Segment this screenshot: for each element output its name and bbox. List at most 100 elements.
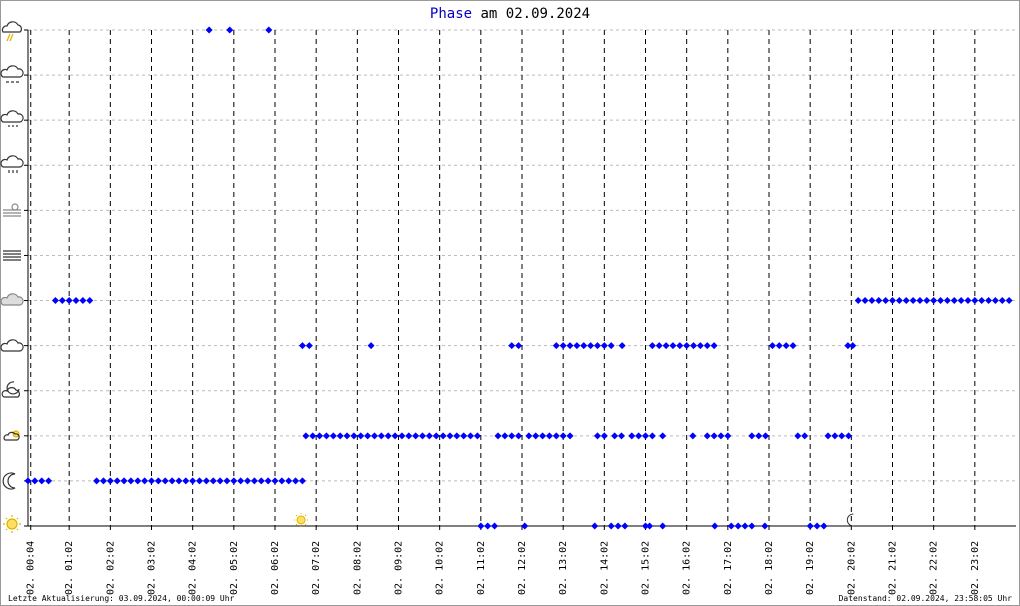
point xyxy=(494,432,502,440)
point xyxy=(86,297,94,305)
x-tick-label: 02. 13:02 xyxy=(558,541,569,595)
point xyxy=(854,297,862,305)
point xyxy=(364,432,372,440)
point xyxy=(384,432,392,440)
point xyxy=(370,432,378,440)
point xyxy=(343,432,351,440)
point xyxy=(161,477,169,485)
point xyxy=(566,342,574,350)
point xyxy=(978,297,986,305)
point xyxy=(600,432,608,440)
icon-thunder xyxy=(1,21,22,42)
point xyxy=(453,432,461,440)
point xyxy=(302,432,310,440)
point xyxy=(336,432,344,440)
point xyxy=(278,477,286,485)
point xyxy=(849,342,857,350)
point xyxy=(350,432,358,440)
point xyxy=(844,342,852,350)
point xyxy=(662,342,670,350)
point xyxy=(923,297,931,305)
point xyxy=(106,477,114,485)
point xyxy=(477,522,485,530)
point xyxy=(322,432,330,440)
point xyxy=(991,297,999,305)
point xyxy=(642,522,649,530)
x-tick-label: 02. 08:02 xyxy=(352,541,363,595)
point xyxy=(580,342,588,350)
point xyxy=(930,297,938,305)
x-tick-label: 02. 15:02 xyxy=(641,541,652,595)
point xyxy=(868,297,876,305)
point xyxy=(916,297,924,305)
point xyxy=(600,342,608,350)
point xyxy=(31,477,39,485)
x-tick-label: 02. 22:02 xyxy=(929,541,940,595)
point xyxy=(298,477,306,485)
point xyxy=(882,297,890,305)
point xyxy=(473,432,481,440)
point xyxy=(838,432,846,440)
x-tick-label: 02. 01:02 xyxy=(64,541,75,595)
icon-fog-sun xyxy=(3,203,21,217)
x-tick-label: 02. 02:02 xyxy=(105,541,116,595)
point xyxy=(405,432,413,440)
point xyxy=(875,297,883,305)
point xyxy=(761,522,769,530)
point xyxy=(264,477,272,485)
x-tick-label: 02. 06:02 xyxy=(270,541,281,595)
point xyxy=(223,477,231,485)
sunset-marker xyxy=(846,513,854,527)
title-highlight: Phase xyxy=(430,6,472,22)
point xyxy=(573,342,581,350)
point xyxy=(950,297,958,305)
point xyxy=(79,297,87,305)
point xyxy=(154,477,162,485)
point xyxy=(703,342,711,350)
point xyxy=(412,432,420,440)
point xyxy=(521,522,529,530)
icon-drizzle xyxy=(0,155,24,173)
point xyxy=(618,342,626,350)
point xyxy=(329,432,337,440)
point xyxy=(614,522,622,530)
x-tick-label: 02. 05:02 xyxy=(229,541,240,595)
x-tick-label: 02. 23:02 xyxy=(970,541,981,595)
point xyxy=(646,522,654,530)
point xyxy=(501,432,509,440)
x-tick-label: 02. 04:02 xyxy=(188,541,199,595)
point xyxy=(741,522,749,530)
x-tick-label: 02. 00:04 xyxy=(26,541,37,595)
point xyxy=(806,522,814,530)
point xyxy=(621,522,629,530)
x-tick-label: 02. 18:02 xyxy=(764,541,775,595)
point xyxy=(559,342,567,350)
point xyxy=(460,432,468,440)
x-tick-label: 02. 09:02 xyxy=(394,541,405,595)
point xyxy=(1005,297,1013,305)
point xyxy=(539,432,547,440)
point xyxy=(316,432,324,440)
point xyxy=(292,477,300,485)
point xyxy=(669,342,677,350)
point xyxy=(419,432,427,440)
point xyxy=(99,477,107,485)
point xyxy=(209,477,217,485)
sunrise-sun xyxy=(296,515,306,525)
point xyxy=(676,342,684,350)
point xyxy=(72,297,80,305)
point xyxy=(794,432,802,440)
point xyxy=(237,477,245,485)
point xyxy=(51,297,59,305)
point xyxy=(552,342,560,350)
point xyxy=(484,522,492,530)
point xyxy=(134,477,142,485)
point xyxy=(467,432,475,440)
point xyxy=(775,342,783,350)
point xyxy=(508,342,516,350)
point xyxy=(587,342,595,350)
icon-cloud-grey xyxy=(0,293,24,306)
point xyxy=(768,342,776,350)
point xyxy=(648,342,656,350)
